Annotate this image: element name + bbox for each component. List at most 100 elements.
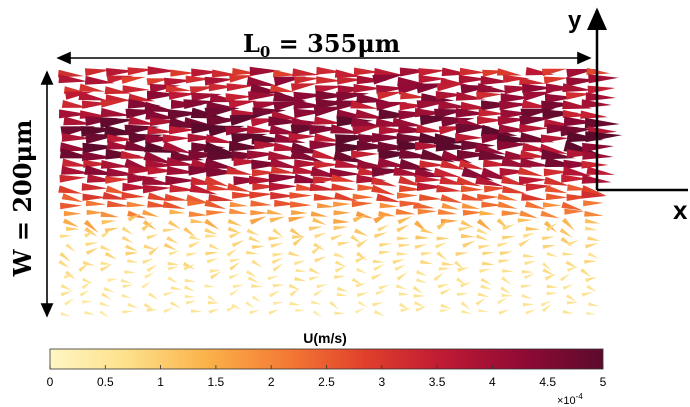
velocity-glyph	[497, 193, 518, 201]
velocity-glyph	[82, 151, 115, 162]
velocity-glyph	[372, 74, 405, 85]
velocity-glyph	[356, 93, 390, 104]
velocity-glyph	[566, 266, 578, 272]
velocity-glyph	[162, 141, 193, 154]
velocity-glyph	[316, 76, 343, 84]
velocity-glyph	[294, 276, 307, 282]
velocity-glyph	[353, 84, 383, 93]
velocity-glyph	[588, 74, 619, 84]
velocity-glyph	[436, 83, 465, 92]
velocity-glyph	[496, 140, 530, 151]
velocity-glyph	[60, 283, 73, 291]
velocity-glyph	[373, 68, 403, 77]
velocity-glyph	[519, 115, 554, 126]
velocity-glyph	[484, 185, 508, 193]
velocity-glyph	[148, 245, 160, 256]
velocity-glyph	[63, 210, 82, 217]
velocity-glyph	[456, 292, 469, 297]
velocity-glyph	[588, 302, 600, 307]
colorbar-multiplier: ×10-4	[557, 392, 583, 407]
velocity-glyph	[351, 200, 374, 208]
velocity-glyph	[501, 210, 521, 216]
colorbar-tick-label: 0.5	[97, 375, 114, 389]
velocity-glyph	[396, 236, 410, 241]
velocity-glyph	[395, 208, 416, 215]
velocity-glyph	[99, 301, 111, 307]
velocity-glyph	[206, 258, 219, 264]
velocity-glyph	[350, 234, 363, 245]
velocity-glyph	[121, 191, 146, 199]
velocity-glyph	[500, 109, 532, 119]
velocity-glyph	[476, 218, 492, 232]
velocity-glyph	[337, 85, 369, 95]
velocity-glyph	[226, 83, 254, 92]
velocity-glyph	[500, 286, 511, 295]
velocity-glyph	[441, 202, 460, 210]
velocity-glyph	[149, 83, 181, 93]
velocity-glyph	[581, 160, 609, 169]
velocity-glyph	[85, 247, 99, 255]
velocity-glyph	[546, 251, 558, 258]
velocity-glyph	[501, 293, 513, 297]
velocity-glyph	[378, 125, 408, 135]
velocity-glyph	[587, 236, 601, 241]
velocity-glyph	[246, 150, 278, 160]
velocity-glyph	[585, 243, 599, 249]
velocity-glyph	[481, 261, 495, 266]
velocity-glyph	[226, 166, 253, 175]
velocity-glyph	[167, 276, 178, 284]
velocity-glyph	[418, 75, 447, 84]
velocity-glyph	[522, 232, 536, 239]
velocity-glyph	[104, 251, 118, 260]
velocity-glyph	[560, 273, 571, 282]
velocity-glyph	[168, 91, 198, 100]
velocity-glyph	[371, 176, 397, 187]
velocity-glyph	[454, 260, 465, 270]
velocity-glyph	[436, 251, 448, 261]
velocity-glyph	[183, 99, 217, 109]
velocity-glyph	[398, 243, 412, 248]
velocity-glyph	[121, 235, 134, 244]
velocity-glyph	[329, 168, 362, 178]
velocity-glyph	[377, 224, 390, 232]
velocity-glyph	[395, 284, 408, 290]
velocity-glyph	[433, 167, 461, 178]
velocity-glyph	[540, 210, 560, 219]
velocity-glyph	[58, 74, 88, 84]
velocity-glyph	[475, 234, 489, 241]
velocity-glyph	[308, 276, 321, 281]
velocity-glyph	[312, 310, 323, 318]
velocity-glyph	[337, 241, 351, 247]
velocity-glyph	[458, 159, 485, 170]
velocity-glyph	[477, 116, 505, 125]
velocity-glyph	[413, 202, 435, 209]
velocity-glyph	[206, 150, 243, 161]
velocity-glyph	[399, 302, 410, 311]
velocity-glyph	[127, 67, 155, 76]
velocity-glyph	[522, 303, 535, 307]
velocity-glyph	[412, 285, 424, 294]
velocity-glyph	[84, 229, 96, 238]
velocity-glyph	[170, 301, 181, 309]
velocity-glyph	[267, 275, 279, 281]
colorbar-tick-label: 4.5	[539, 375, 556, 389]
velocity-glyph	[100, 160, 131, 169]
velocity-glyph	[585, 276, 598, 283]
velocity-glyph	[311, 244, 323, 255]
velocity-glyph	[541, 68, 567, 77]
velocity-glyph	[518, 176, 548, 185]
velocity-glyph	[350, 117, 383, 127]
velocity-glyph	[372, 259, 386, 264]
velocity-glyph	[373, 212, 390, 224]
velocity-glyph	[205, 234, 218, 238]
velocity-glyph	[246, 125, 276, 134]
velocity-glyph	[168, 250, 180, 256]
velocity-glyph	[249, 66, 281, 77]
velocity-glyph	[520, 284, 533, 289]
velocity-glyph	[312, 176, 340, 184]
velocity-glyph	[288, 216, 306, 223]
velocity-glyph	[399, 67, 431, 77]
velocity-glyph	[273, 301, 284, 306]
velocity-glyph	[437, 209, 458, 215]
